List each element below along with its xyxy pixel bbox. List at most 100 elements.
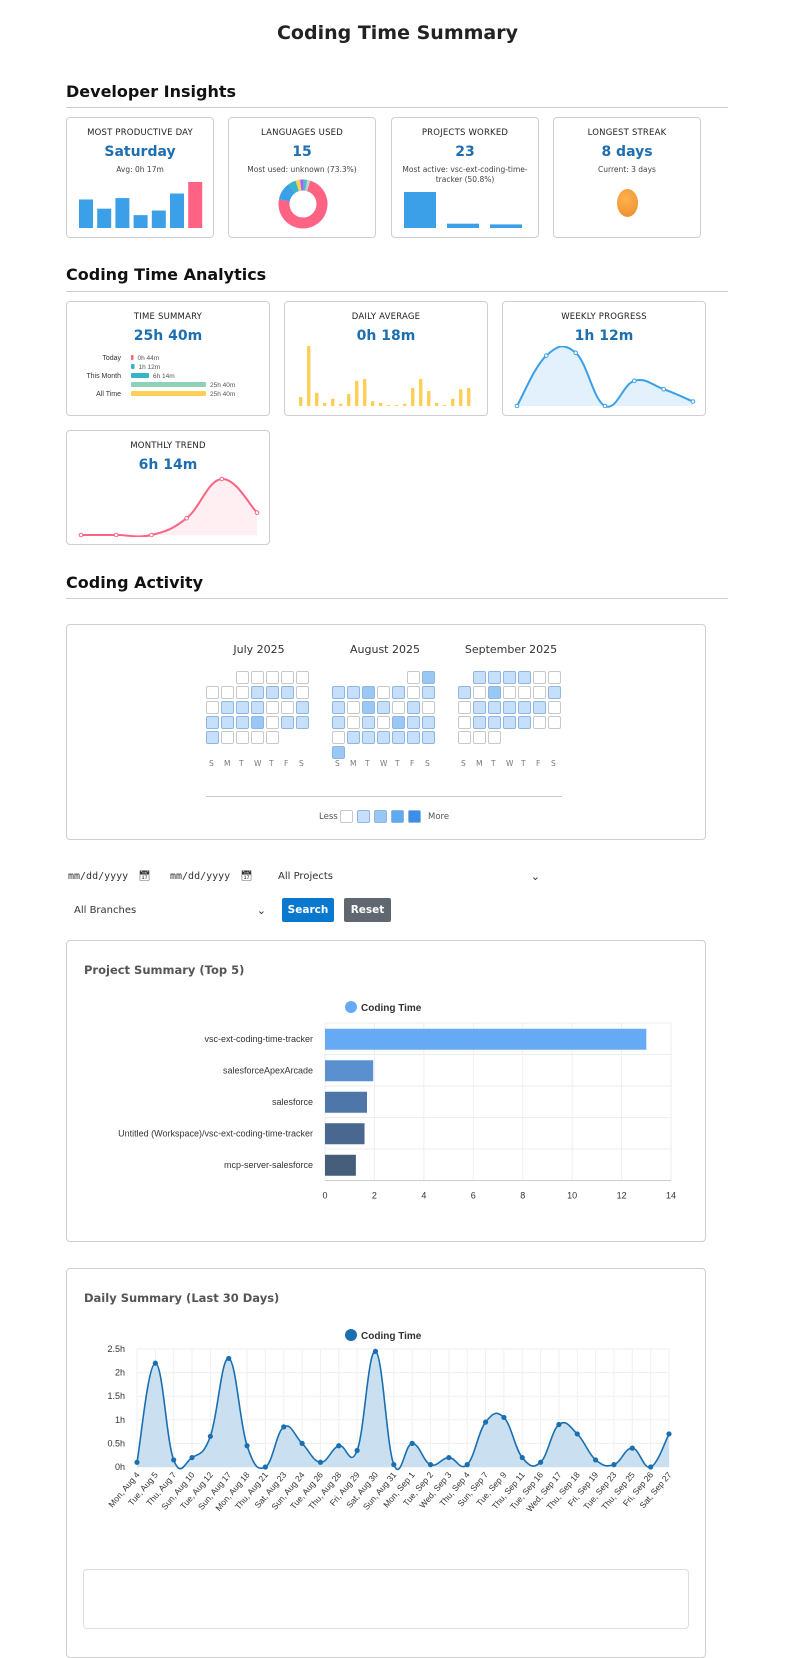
- heatmap-day-cell[interactable]: [377, 716, 390, 729]
- heatmap-day-cell[interactable]: [296, 716, 309, 729]
- heatmap-day-cell[interactable]: [362, 731, 375, 744]
- heatmap-day-cell[interactable]: [548, 701, 561, 714]
- heatmap-day-cell[interactable]: [473, 701, 486, 714]
- heatmap-day-cell[interactable]: [473, 686, 486, 699]
- heatmap-day-cell[interactable]: [332, 716, 345, 729]
- calendar-icon[interactable]: 📅︎: [240, 871, 253, 882]
- heatmap-day-cell[interactable]: [251, 686, 264, 699]
- heatmap-day-cell[interactable]: [503, 671, 516, 684]
- heatmap-day-cell[interactable]: [488, 671, 501, 684]
- project-select[interactable]: All Projects ⌄: [272, 864, 546, 888]
- heatmap-day-cell[interactable]: [281, 671, 294, 684]
- heatmap-day-cell[interactable]: [296, 671, 309, 684]
- heatmap-day-cell[interactable]: [266, 671, 279, 684]
- heatmap-day-cell[interactable]: [503, 716, 516, 729]
- heatmap-day-cell[interactable]: [518, 671, 531, 684]
- heatmap-day-cell[interactable]: [332, 731, 345, 744]
- heatmap-day-cell[interactable]: [206, 686, 219, 699]
- heatmap-day-cell[interactable]: [407, 671, 420, 684]
- heatmap-day-cell[interactable]: [548, 671, 561, 684]
- heatmap-day-cell[interactable]: [518, 701, 531, 714]
- heatmap-day-cell[interactable]: [518, 716, 531, 729]
- heatmap-day-cell[interactable]: [473, 716, 486, 729]
- heatmap-day-cell[interactable]: [458, 701, 471, 714]
- heatmap-day-cell[interactable]: [548, 716, 561, 729]
- heatmap-day-cell[interactable]: [458, 731, 471, 744]
- heatmap-day-cell[interactable]: [422, 686, 435, 699]
- end-date-input[interactable]: mm/dd/yyyy 📅︎: [170, 865, 262, 887]
- heatmap-day-cell[interactable]: [266, 686, 279, 699]
- heatmap-day-cell[interactable]: [266, 701, 279, 714]
- heatmap-day-cell[interactable]: [347, 701, 360, 714]
- heatmap-day-cell[interactable]: [533, 716, 546, 729]
- heatmap-day-cell[interactable]: [392, 701, 405, 714]
- heatmap-day-cell[interactable]: [347, 716, 360, 729]
- heatmap-day-cell[interactable]: [503, 701, 516, 714]
- heatmap-day-cell[interactable]: [332, 746, 345, 759]
- heatmap-day-cell[interactable]: [221, 716, 234, 729]
- heatmap-day-cell[interactable]: [236, 701, 249, 714]
- heatmap-day-cell[interactable]: [221, 686, 234, 699]
- heatmap-day-cell[interactable]: [533, 686, 546, 699]
- search-button[interactable]: Search: [282, 898, 334, 922]
- heatmap-day-cell[interactable]: [362, 686, 375, 699]
- heatmap-day-cell[interactable]: [206, 716, 219, 729]
- heatmap-day-cell[interactable]: [236, 671, 249, 684]
- heatmap-day-cell[interactable]: [281, 716, 294, 729]
- heatmap-day-cell[interactable]: [296, 686, 309, 699]
- heatmap-day-cell[interactable]: [407, 686, 420, 699]
- heatmap-day-cell[interactable]: [488, 686, 501, 699]
- heatmap-day-cell[interactable]: [266, 716, 279, 729]
- heatmap-day-cell[interactable]: [518, 686, 531, 699]
- heatmap-day-cell[interactable]: [251, 701, 264, 714]
- heatmap-day-cell[interactable]: [377, 731, 390, 744]
- heatmap-day-cell[interactable]: [392, 686, 405, 699]
- heatmap-day-cell[interactable]: [296, 701, 309, 714]
- heatmap-day-cell[interactable]: [206, 731, 219, 744]
- heatmap-day-cell[interactable]: [251, 716, 264, 729]
- heatmap-day-cell[interactable]: [407, 731, 420, 744]
- heatmap-day-cell[interactable]: [221, 701, 234, 714]
- heatmap-day-cell[interactable]: [392, 731, 405, 744]
- start-date-input[interactable]: mm/dd/yyyy 📅︎: [68, 865, 160, 887]
- heatmap-day-cell[interactable]: [458, 716, 471, 729]
- heatmap-day-cell[interactable]: [362, 716, 375, 729]
- heatmap-day-cell[interactable]: [377, 701, 390, 714]
- heatmap-day-cell[interactable]: [281, 686, 294, 699]
- heatmap-day-cell[interactable]: [251, 731, 264, 744]
- heatmap-day-cell[interactable]: [347, 731, 360, 744]
- heatmap-day-cell[interactable]: [236, 716, 249, 729]
- heatmap-day-cell[interactable]: [533, 701, 546, 714]
- heatmap-day-cell[interactable]: [422, 701, 435, 714]
- branch-select[interactable]: All Branches ⌄: [68, 898, 272, 922]
- heatmap-day-cell[interactable]: [281, 701, 294, 714]
- heatmap-day-cell[interactable]: [503, 686, 516, 699]
- heatmap-day-cell[interactable]: [488, 731, 501, 744]
- heatmap-day-cell[interactable]: [488, 701, 501, 714]
- heatmap-day-cell[interactable]: [236, 686, 249, 699]
- heatmap-day-cell[interactable]: [422, 671, 435, 684]
- heatmap-day-cell[interactable]: [236, 731, 249, 744]
- heatmap-day-cell[interactable]: [206, 701, 219, 714]
- heatmap-day-cell[interactable]: [533, 671, 546, 684]
- heatmap-day-cell[interactable]: [458, 686, 471, 699]
- heatmap-day-cell[interactable]: [332, 701, 345, 714]
- heatmap-day-cell[interactable]: [422, 731, 435, 744]
- heatmap-day-cell[interactable]: [407, 701, 420, 714]
- heatmap-day-cell[interactable]: [407, 716, 420, 729]
- heatmap-day-cell[interactable]: [422, 716, 435, 729]
- calendar-icon[interactable]: 📅︎: [138, 871, 151, 882]
- heatmap-day-cell[interactable]: [473, 671, 486, 684]
- heatmap-day-cell[interactable]: [221, 731, 234, 744]
- heatmap-day-cell[interactable]: [488, 716, 501, 729]
- heatmap-day-cell[interactable]: [377, 686, 390, 699]
- heatmap-day-cell[interactable]: [251, 671, 264, 684]
- reset-button[interactable]: Reset: [344, 898, 391, 922]
- heatmap-day-cell[interactable]: [548, 686, 561, 699]
- heatmap-day-cell[interactable]: [332, 686, 345, 699]
- heatmap-day-cell[interactable]: [392, 716, 405, 729]
- heatmap-day-cell[interactable]: [473, 731, 486, 744]
- heatmap-day-cell[interactable]: [347, 686, 360, 699]
- heatmap-day-cell[interactable]: [266, 731, 279, 744]
- heatmap-day-cell[interactable]: [362, 701, 375, 714]
